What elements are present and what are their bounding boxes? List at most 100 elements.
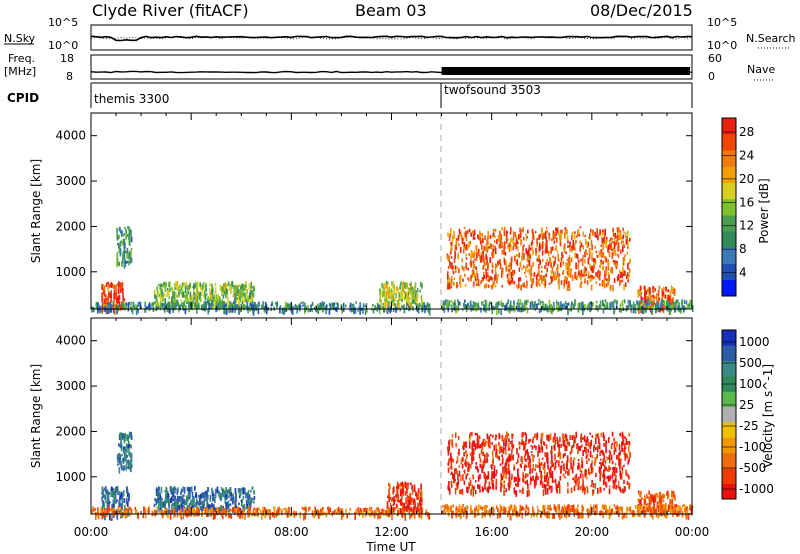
echo-cell (551, 464, 554, 468)
echo-cell (450, 276, 453, 283)
echo-cell (106, 489, 109, 492)
echo-cell (575, 473, 578, 478)
echo-cell (573, 457, 576, 461)
echo-cell (447, 254, 449, 261)
echo-cell (565, 462, 568, 470)
echo-cell (689, 307, 691, 310)
echo-cell (456, 266, 459, 270)
echo-cell (608, 274, 610, 281)
echo-cell (230, 513, 233, 519)
echo-cell (508, 471, 511, 479)
echo-cell (410, 482, 412, 485)
echo-cell (118, 281, 120, 288)
echo-cell (558, 444, 560, 449)
echo-cell (133, 305, 136, 310)
echo-cell (408, 500, 410, 505)
echo-cell (219, 492, 221, 497)
echo-cell (536, 237, 538, 245)
echo-cell (405, 501, 407, 505)
echo-cell (483, 260, 486, 267)
echo-cell (630, 307, 632, 313)
echo-cell (253, 500, 255, 504)
echo-cell (403, 296, 405, 299)
echo-cell (425, 509, 428, 513)
echo-cell (581, 484, 583, 489)
echo-cell (117, 453, 120, 458)
echo-cell (311, 308, 313, 312)
echo-cell (574, 437, 576, 444)
echo-cell (465, 262, 467, 270)
echo-cell (554, 441, 557, 445)
echo-cell (334, 509, 336, 514)
echo-cell (524, 450, 527, 456)
echo-cell (604, 256, 607, 262)
echo-cell (389, 484, 391, 490)
echo-cell (497, 260, 499, 266)
echo-cell (500, 308, 502, 315)
echo-cell (578, 463, 580, 469)
echo-cell (622, 234, 625, 239)
echo-cell (102, 306, 104, 310)
echo-cell (604, 299, 607, 303)
echo-cell (416, 512, 419, 515)
echo-cell (615, 240, 618, 245)
echo-cell (412, 290, 415, 294)
echo-cell (101, 488, 104, 495)
echo-cell (129, 256, 132, 264)
echo-cell (468, 305, 470, 309)
echo-cell (260, 304, 263, 310)
echo-cell (209, 509, 211, 516)
echo-cell (591, 435, 594, 438)
echo-cell (454, 432, 457, 438)
echo-cell (491, 284, 493, 290)
echo-cell (639, 305, 642, 311)
echo-cell (236, 288, 239, 294)
echo-cell (521, 438, 523, 446)
echo-cell (520, 307, 523, 313)
echo-cell (586, 460, 588, 465)
echo-cell (535, 251, 537, 256)
echo-cell (115, 500, 117, 504)
echo-cell (241, 511, 244, 519)
echo-cell (521, 433, 523, 438)
echo-cell (401, 508, 403, 515)
echo-cell (499, 463, 502, 466)
echo-cell (580, 440, 582, 443)
echo-cell (120, 441, 122, 449)
echo-cell (174, 499, 177, 503)
echo-cell (412, 306, 414, 311)
echo-cell (249, 298, 252, 302)
echo-cell (245, 298, 248, 302)
echo-cell (457, 436, 460, 440)
echo-cell (556, 484, 559, 488)
echo-cell (161, 498, 163, 501)
echo-cell (365, 507, 368, 511)
echo-cell (121, 259, 124, 264)
echo-cell (122, 293, 124, 301)
echo-cell (222, 291, 224, 296)
echo-cell (464, 247, 466, 250)
echo-cell (302, 301, 305, 305)
echo-cell (173, 513, 175, 518)
echo-cell (379, 513, 381, 519)
echo-cell (447, 467, 450, 473)
echo-cell (622, 257, 625, 264)
echo-cell (603, 283, 606, 289)
echo-cell (623, 464, 625, 467)
echo-cell (181, 501, 183, 508)
echo-cell (534, 433, 536, 438)
echo-cell (530, 268, 532, 275)
echo-cell (413, 506, 416, 510)
echo-cell (156, 303, 158, 306)
echo-cell (117, 300, 120, 303)
echo-cell (522, 478, 524, 483)
echo-cell (508, 455, 511, 463)
echo-cell (383, 308, 386, 313)
echo-cell (447, 232, 449, 237)
echo-cell (620, 489, 622, 493)
echo-cell (110, 490, 113, 498)
echo-cell (387, 300, 390, 306)
echo-cell (118, 466, 121, 474)
echo-cell (495, 485, 497, 490)
echo-cell (209, 303, 212, 310)
